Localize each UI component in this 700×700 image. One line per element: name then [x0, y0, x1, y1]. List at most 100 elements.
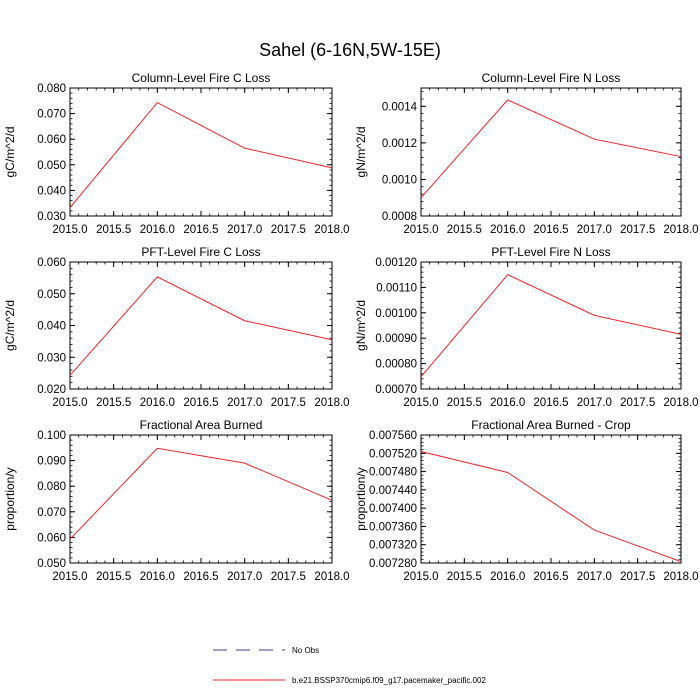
y-tick-label: 0.060 [37, 532, 66, 544]
x-tick-label: 2016.5 [183, 571, 218, 583]
x-tick-label: 2017.0 [227, 224, 262, 236]
y-tick-label: 0.0014 [382, 101, 418, 113]
series-line [420, 450, 682, 563]
x-tick-label: 2016.0 [140, 397, 175, 409]
x-tick-label: 2017.0 [227, 397, 262, 409]
y-tick-label: 0.007400 [369, 503, 417, 515]
x-tick-label: 2018.0 [314, 224, 349, 236]
y-tick-label: 0.060 [37, 257, 66, 269]
y-tick-label: 0.090 [37, 456, 66, 468]
x-tick-label: 2018.0 [663, 224, 698, 236]
y-tick-label: 0.00110 [376, 282, 417, 294]
y-tick-label: 0.007360 [369, 521, 417, 533]
chart-panel-3: PFT-Level Fire C Loss gC/m^2/d 2015.0 2015.… [3, 245, 350, 409]
y-axis-label: proportion/y [354, 467, 368, 530]
y-tick-label: 0.100 [37, 430, 66, 442]
x-tick-label: 2016.5 [533, 571, 568, 583]
y-tick-label: 0.080 [37, 481, 66, 493]
x-tick-label: 2017.0 [577, 224, 612, 236]
y-tick-label: 0.007560 [369, 430, 417, 442]
plot-frame [420, 87, 682, 217]
x-tick-label: 2015.5 [96, 224, 131, 236]
series-line [420, 99, 682, 199]
x-tick-label: 2017.5 [271, 397, 306, 409]
x-tick-label: 2015.5 [447, 224, 482, 236]
figure-title: Sahel (6-16N,5W-15E) [259, 40, 441, 60]
x-tick-label: 2015.5 [96, 397, 131, 409]
x-tick-label: 2015.5 [96, 571, 131, 583]
x-tick-label: 2018.0 [663, 571, 698, 583]
chart-panel-2: Column-Level Fire N Loss gN/m^2/d 2015.0 20… [354, 71, 699, 236]
x-tick-label: 2015.0 [52, 397, 87, 409]
plot-frame [69, 261, 333, 390]
y-axis-label: gN/m^2/d [354, 127, 368, 178]
y-tick-label: 0.00100 [375, 308, 417, 320]
series-line [69, 276, 333, 376]
panel-title: Fractional Area Burned [140, 418, 263, 432]
x-tick-label: 2017.5 [271, 224, 306, 236]
x-tick-label: 2016.0 [490, 571, 525, 583]
x-tick-label: 2017.5 [271, 571, 306, 583]
chart-panel-4: PFT-Level Fire N Loss gN/m^2/d 2015.0 2015.… [354, 245, 699, 409]
y-tick-label: 0.050 [37, 160, 66, 172]
series-line [69, 447, 333, 540]
y-tick-label: 0.020 [37, 384, 66, 396]
y-tick-label: 0.080 [37, 83, 66, 95]
legend-label-no-obs: No Obs [292, 646, 319, 655]
x-tick-label: 2016.5 [183, 224, 218, 236]
panel-title: Column-Level Fire N Loss [482, 71, 621, 85]
plot-frame [420, 434, 682, 564]
y-tick-label: 0.007520 [369, 448, 417, 460]
y-tick-label: 0.00080 [375, 359, 417, 371]
y-tick-label: 0.040 [37, 321, 66, 333]
x-tick-label: 2016.0 [490, 397, 525, 409]
y-tick-label: 0.0008 [382, 211, 417, 223]
x-tick-label: 2015.0 [52, 571, 87, 583]
y-tick-label: 0.007440 [369, 485, 417, 497]
chart-panel-1: Column-Level Fire C Loss gC/m^2/d 2015.0 20… [3, 71, 350, 236]
x-tick-label: 2018.0 [663, 397, 698, 409]
y-tick-label: 0.060 [37, 134, 66, 146]
x-tick-label: 2016.0 [140, 224, 175, 236]
panel-title: Fractional Area Burned - Crop [471, 418, 631, 432]
x-tick-label: 2015.5 [447, 571, 482, 583]
y-tick-label: 0.007320 [369, 540, 417, 552]
y-tick-label: 0.050 [37, 289, 66, 301]
panel-title: Column-Level Fire C Loss [132, 71, 271, 85]
y-tick-label: 0.030 [37, 352, 66, 364]
legend: No Obs b.e21.BSSP370cmip6.f09_g17.pacema… [213, 646, 486, 685]
y-tick-label: 0.007480 [369, 467, 417, 479]
x-tick-label: 2018.0 [314, 571, 349, 583]
panel-title: PFT-Level Fire C Loss [141, 245, 260, 259]
y-axis-label: gC/m^2/d [3, 127, 17, 178]
y-tick-label: 0.070 [37, 109, 66, 121]
x-tick-label: 2017.5 [620, 224, 655, 236]
y-tick-label: 0.070 [37, 507, 66, 519]
panel-title: PFT-Level Fire N Loss [491, 245, 610, 259]
chart-panel-5: Fractional Area Burned proportion/y 2015.0… [3, 418, 350, 583]
y-tick-label: 0.00070 [375, 384, 417, 396]
x-tick-label: 2017.0 [577, 397, 612, 409]
x-tick-label: 2016.0 [140, 571, 175, 583]
y-tick-label: 0.050 [37, 558, 66, 570]
series-line [420, 274, 682, 378]
y-tick-label: 0.00090 [375, 333, 417, 345]
x-tick-label: 2017.5 [620, 571, 655, 583]
x-tick-label: 2015.0 [403, 571, 438, 583]
y-tick-label: 0.0012 [382, 138, 417, 150]
x-tick-label: 2017.5 [620, 397, 655, 409]
x-tick-label: 2016.5 [533, 224, 568, 236]
x-tick-label: 2016.0 [490, 224, 525, 236]
chart-panel-6: Fractional Area Burned - Crop proportion/… [354, 418, 699, 583]
y-axis-label: gC/m^2/d [3, 300, 17, 351]
x-tick-label: 2017.0 [577, 571, 612, 583]
x-tick-label: 2015.0 [403, 397, 438, 409]
y-tick-label: 0.040 [37, 185, 66, 197]
plot-frame [69, 87, 333, 217]
y-tick-label: 0.00120 [375, 257, 417, 269]
y-tick-label: 0.0010 [382, 174, 417, 186]
y-axis-label: gN/m^2/d [354, 300, 368, 351]
x-tick-label: 2015.0 [403, 224, 438, 236]
x-tick-label: 2015.5 [447, 397, 482, 409]
x-tick-label: 2015.0 [52, 224, 87, 236]
